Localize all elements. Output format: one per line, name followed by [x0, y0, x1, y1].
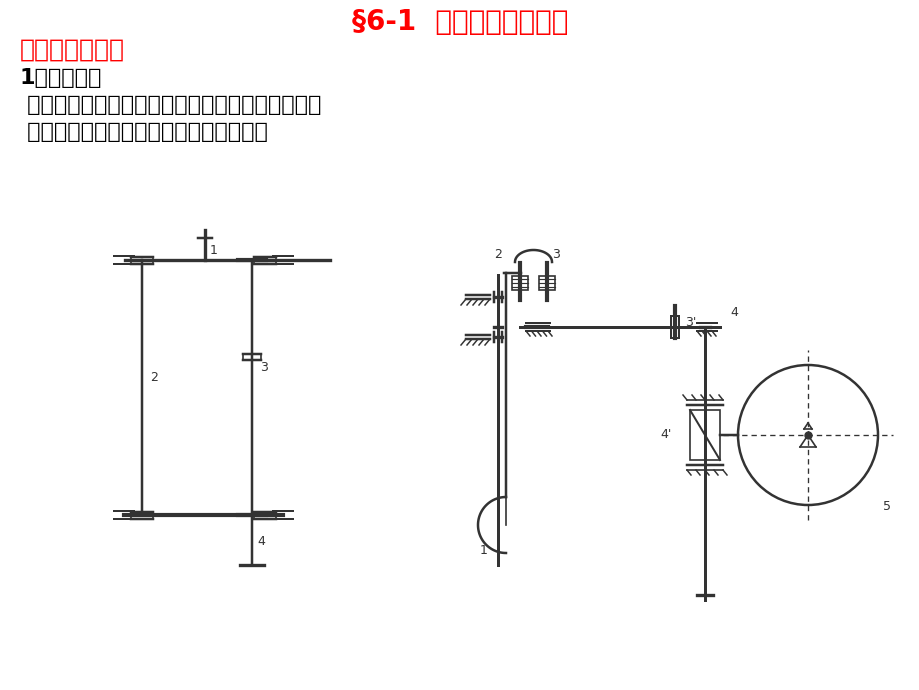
Text: 4': 4' — [660, 428, 671, 442]
Text: 1．定轴轮系: 1．定轴轮系 — [20, 68, 102, 88]
Text: 1: 1 — [210, 244, 218, 257]
Bar — [689, 410, 720, 460]
Bar — [670, 316, 678, 338]
Text: 3': 3' — [685, 316, 696, 329]
Text: 4: 4 — [729, 306, 737, 319]
Text: 1: 1 — [480, 544, 487, 557]
Text: 一、轮系的分类: 一、轮系的分类 — [20, 38, 125, 62]
Text: 2: 2 — [494, 248, 502, 261]
Text: 2: 2 — [150, 371, 158, 384]
Bar — [539, 276, 554, 290]
Text: 轮系运转时，如果各齿轮轴线的位置都固定不动，: 轮系运转时，如果各齿轮轴线的位置都固定不动， — [20, 95, 321, 115]
Text: 3: 3 — [260, 362, 267, 374]
Text: 则称之为定轴轮系（或称为普通轮系）。: 则称之为定轴轮系（或称为普通轮系）。 — [20, 122, 267, 142]
Text: §6-1  轮系的类型与应用: §6-1 轮系的类型与应用 — [351, 8, 568, 36]
Bar — [512, 276, 528, 290]
Text: 5: 5 — [882, 500, 890, 513]
Text: 3: 3 — [551, 248, 560, 261]
Text: 4: 4 — [256, 535, 265, 548]
